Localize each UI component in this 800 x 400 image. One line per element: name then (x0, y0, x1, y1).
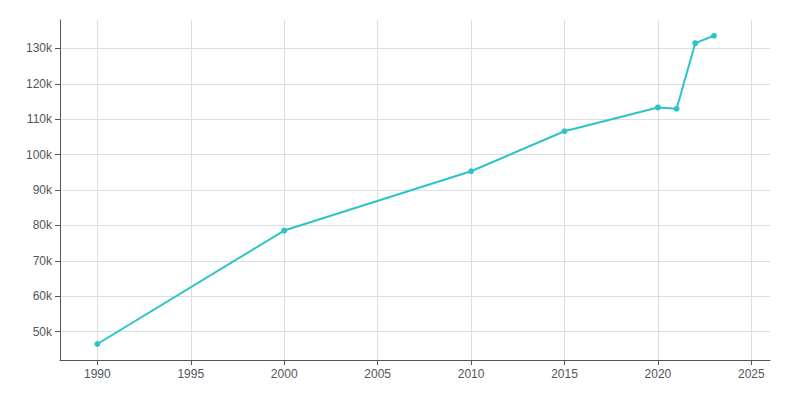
svg-text:70k: 70k (33, 254, 53, 268)
svg-text:1990: 1990 (84, 367, 111, 381)
svg-text:50k: 50k (33, 325, 53, 339)
svg-text:80k: 80k (33, 218, 53, 232)
svg-text:2025: 2025 (738, 367, 765, 381)
svg-text:2020: 2020 (645, 367, 672, 381)
svg-text:110k: 110k (27, 112, 53, 126)
svg-text:60k: 60k (33, 289, 53, 303)
svg-text:130k: 130k (26, 41, 53, 55)
svg-text:90k: 90k (33, 183, 53, 197)
svg-text:2015: 2015 (551, 367, 578, 381)
svg-text:1995: 1995 (177, 367, 204, 381)
svg-text:2005: 2005 (364, 367, 391, 381)
svg-text:100k: 100k (26, 148, 53, 162)
svg-text:120k: 120k (26, 77, 53, 91)
svg-text:2000: 2000 (271, 367, 298, 381)
svg-text:2010: 2010 (458, 367, 485, 381)
